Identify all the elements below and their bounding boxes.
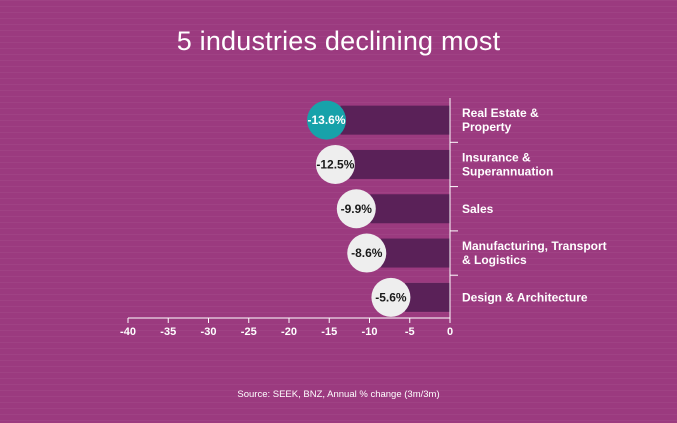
value-bubble	[347, 233, 387, 273]
data-label: -12.5%	[316, 157, 354, 171]
value-bubble	[371, 277, 411, 317]
chart-title: 5 industries declining most	[176, 26, 501, 56]
bar	[404, 282, 450, 312]
x-tick-label: -20	[281, 326, 297, 338]
category-label: Superannuation	[462, 164, 553, 178]
data-label: -9.9%	[341, 202, 373, 216]
x-tick-label: -5	[405, 326, 415, 338]
category-label: Manufacturing, Transport	[462, 239, 607, 253]
x-tick-label: -30	[201, 326, 217, 338]
chart-source: Source: SEEK, BNZ, Annual % change (3m/3…	[237, 389, 440, 400]
x-tick-label: -25	[241, 326, 257, 338]
data-label: -5.6%	[375, 290, 407, 304]
category-label: Property	[462, 120, 512, 134]
category-label: & Logistics	[462, 253, 527, 267]
data-labels-layer: -13.6% -12.5% -9.9% -8.6% -5.6%	[307, 100, 411, 317]
x-tick-label: -10	[362, 326, 378, 338]
bar	[370, 194, 450, 224]
x-tick-label: -35	[160, 326, 176, 338]
bar	[340, 105, 450, 135]
category-label: Design & Architecture	[462, 290, 588, 304]
x-tick-label: -40	[120, 326, 136, 338]
bar	[380, 238, 450, 268]
value-bubble	[315, 144, 355, 184]
x-tick-label: -15	[321, 326, 337, 338]
data-label: -13.6%	[308, 113, 346, 127]
bars-layer	[340, 105, 450, 312]
category-label: Real Estate &	[462, 106, 539, 120]
category-label: Insurance &	[462, 150, 531, 164]
x-axis: -40 -35 -30 -25 -20 -15 -10 -5 0	[120, 98, 458, 338]
x-tick-label: 0	[447, 326, 453, 338]
category-labels-layer: Real Estate &Property Insurance &Superann…	[462, 106, 607, 304]
data-label: -8.6%	[351, 246, 383, 260]
value-bubble	[307, 100, 347, 140]
value-bubble	[336, 189, 376, 229]
category-label: Sales	[462, 202, 494, 216]
bar	[349, 149, 450, 179]
